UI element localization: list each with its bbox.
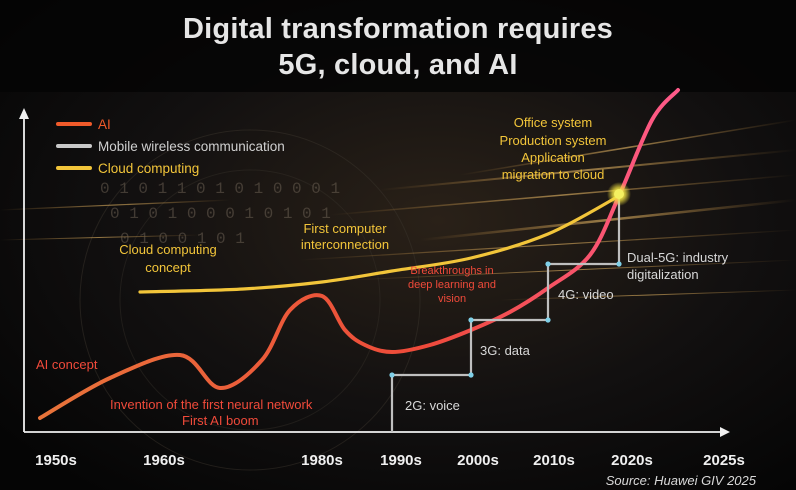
legend-label-cloud: Cloud computing [98,160,200,176]
x-tick-label: 1980s [301,452,343,469]
x-tick-label: 1990s [380,452,422,469]
annotation-label: vision [438,293,466,305]
x-tick-label: 1950s [35,452,77,469]
legend-item-ai: AI [56,113,285,135]
legend-swatch-ai [56,122,92,126]
annotation-label: 2G: voice [405,398,460,413]
annotation-label: interconnection [301,237,389,252]
step-point [468,317,474,323]
x-axis-arrow [720,427,730,437]
legend-swatch-mobile [56,144,92,148]
step-point [545,261,551,267]
annotation-label: Invention of the first neural network [110,397,313,412]
x-tick-label: 2000s [457,452,499,469]
decorative-binary: 0 1 0 1 0 0 0 1 0 1 0 1 [110,205,331,223]
annotation-label: concept [145,260,191,275]
axes [19,108,730,437]
annotation-label: migration to cloud [502,167,605,182]
annotation-label: Cloud computing [119,242,217,257]
annotation-label: deep learning and [408,279,496,291]
decorative-streak [299,229,796,261]
decorative-binary: 0 1 0 1 1 0 1 0 1 0 0 0 1 [100,180,340,198]
annotation-label: 3G: data [480,343,531,358]
convergence-point [614,189,624,199]
decorative-streak [0,199,231,211]
legend-swatch-cloud [56,166,92,170]
decorative-streak [379,149,796,191]
chart-title-line-2: 5G, cloud, and AI [278,49,518,81]
legend: AI Mobile wireless communication Cloud c… [56,113,285,179]
annotation-label: Application [521,150,585,165]
annotation-label: Production system [500,133,607,148]
annotation-label: Breakthroughs in [410,265,493,277]
x-tick-label: 2025s [703,452,745,469]
x-tick-label: 2010s [533,452,575,469]
annotation-label: First AI boom [182,413,259,428]
annotation-label: digitalization [627,267,699,282]
step-point [616,261,622,267]
source-note: Source: Huawei GIV 2025 [605,473,756,488]
decorative-streak [329,174,796,216]
legend-item-cloud: Cloud computing [56,157,285,179]
annotation-label: 4G: video [558,287,614,302]
legend-item-mobile: Mobile wireless communication [56,135,285,157]
y-axis-arrow [19,108,29,119]
decorative-streak [499,289,796,301]
decorative-binary: 0 1 0 0 1 0 1 [120,230,245,248]
annotation-label: First computer [303,221,387,236]
step-point [545,317,551,323]
decorative-streak [459,119,796,176]
annotation-label: Dual-5G: industry [627,250,729,265]
x-tick-label: 1960s [143,452,185,469]
chart-title-line-1: Digital transformation requires [183,13,613,45]
series-line-ai [38,88,680,420]
legend-label-mobile: Mobile wireless communication [98,138,285,154]
legend-label-ai: AI [98,116,111,132]
decorative-streak [0,234,201,241]
series-line-cloud [138,194,621,294]
annotation-label: Office system [514,115,593,130]
annotation-label: AI concept [36,357,98,372]
x-tick-label: 2020s [611,452,653,469]
series-line-mobile [390,196,621,432]
step-point [389,372,395,378]
step-point [468,372,474,378]
